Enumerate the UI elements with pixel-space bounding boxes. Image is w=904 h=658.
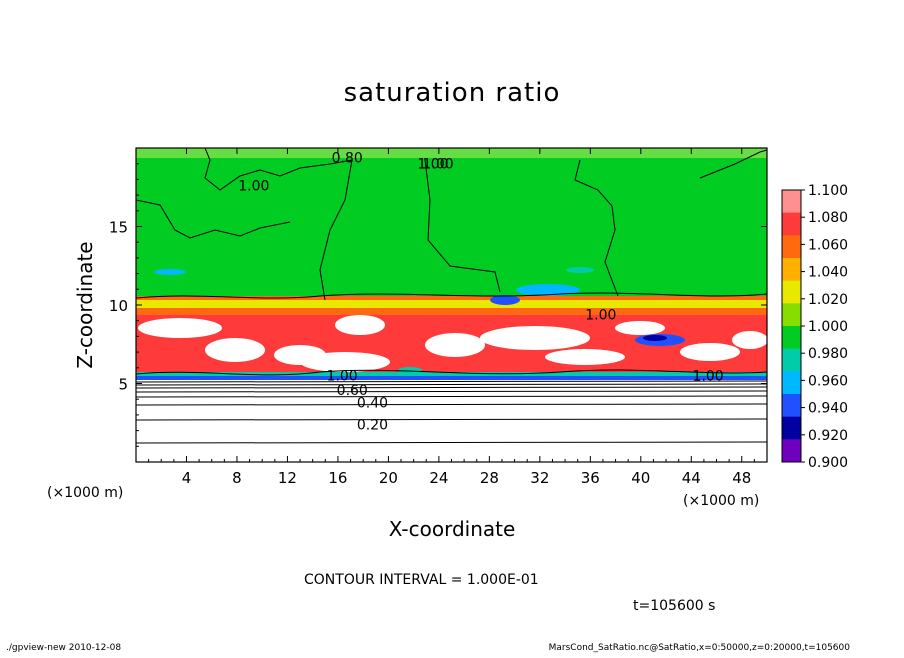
colorbar-swatch	[782, 212, 801, 236]
y-tick-label: 5	[118, 376, 128, 394]
contour-label: 0.20	[357, 417, 388, 433]
x-unit-label-left: (×1000 m)	[47, 485, 123, 501]
colorbar-label: 0.900	[808, 455, 848, 471]
x-tick-label: 32	[530, 469, 549, 487]
colorbar-swatch	[782, 439, 801, 463]
y-tick-label: 15	[109, 219, 128, 237]
colorbar-label: 1.060	[808, 237, 848, 253]
x-axis: 4 8 12 16 20 24 28 32 36 40 44 48	[148, 148, 755, 487]
x-tick-label: 44	[682, 469, 701, 487]
x-tick-label: 4	[182, 469, 192, 487]
x-unit-label: (×1000 m)	[683, 493, 759, 509]
y-tick-label: 10	[109, 297, 128, 315]
colorbar-swatch	[782, 348, 801, 372]
footer-right: MarsCond_SatRatio.nc@SatRatio,x=0:50000,…	[549, 643, 851, 653]
contour-label: 1.00	[238, 179, 269, 195]
plot-area	[136, 148, 767, 462]
colorbar-label: 1.100	[808, 183, 848, 199]
x-tick-label: 28	[480, 469, 499, 487]
contour-label: 1.00	[327, 369, 358, 385]
contour-label: 0.60	[337, 383, 368, 399]
colorbar-swatch	[782, 394, 801, 418]
chart-title: saturation ratio	[344, 78, 561, 108]
colorbar-label: 0.980	[808, 346, 848, 362]
x-tick-label: 8	[232, 469, 242, 487]
x-axis-title: X-coordinate	[389, 517, 516, 541]
y-axis-title: Z-coordinate	[73, 241, 97, 368]
cloud-regions	[138, 315, 767, 372]
colorbar-swatch	[782, 190, 801, 214]
colorbar-swatch	[782, 371, 801, 395]
x-tick-label: 16	[328, 469, 347, 487]
colorbar-swatch	[782, 326, 801, 350]
colorbar-swatch	[782, 235, 801, 259]
field-region-upper	[136, 148, 767, 298]
colorbar-label: 0.940	[808, 401, 848, 417]
x-tick-label: 36	[581, 469, 600, 487]
contour-label: 1.00	[585, 307, 616, 323]
x-tick-label: 20	[379, 469, 398, 487]
contour-labels: 0.80 1.001.001.001.00 1.000.600.400.201.00	[238, 150, 723, 433]
contour-label: 1.00	[417, 157, 448, 173]
footer-left: ./gpview-new 2010-12-08	[6, 643, 121, 653]
colorbar-label: 1.000	[808, 319, 848, 335]
x-tick-label: 12	[278, 469, 297, 487]
colorbar-label: 0.920	[808, 428, 848, 444]
contour-label: 0.40	[357, 395, 388, 411]
colorbar-swatch	[782, 280, 801, 304]
time-stamp: t=105600 s	[633, 598, 715, 614]
colorbar-swatch	[782, 416, 801, 440]
colorbar-swatch	[782, 258, 801, 282]
colorbar-label: 1.080	[808, 210, 848, 226]
x-tick-label: 48	[732, 469, 751, 487]
x-tick-label: 40	[631, 469, 650, 487]
x-tick-label: 24	[429, 469, 448, 487]
colorbar-label: 1.020	[808, 292, 848, 308]
colorbar-swatch	[782, 303, 801, 327]
contour-label: 1.00	[693, 369, 724, 385]
colorbar-label: 0.960	[808, 373, 848, 389]
y-axis: 5 10 15	[109, 163, 767, 447]
colorbar: 1.100 1.080 1.060 1.040 1.020 1.000 0.980 0.960…	[781, 183, 848, 471]
contour-interval-text: CONTOUR INTERVAL = 1.000E-01	[304, 572, 539, 588]
contour-label: 1.00	[422, 157, 453, 173]
contour-label: 0.80	[332, 150, 363, 166]
contour-lines	[136, 148, 767, 444]
colorbar-label: 1.040	[808, 265, 848, 281]
